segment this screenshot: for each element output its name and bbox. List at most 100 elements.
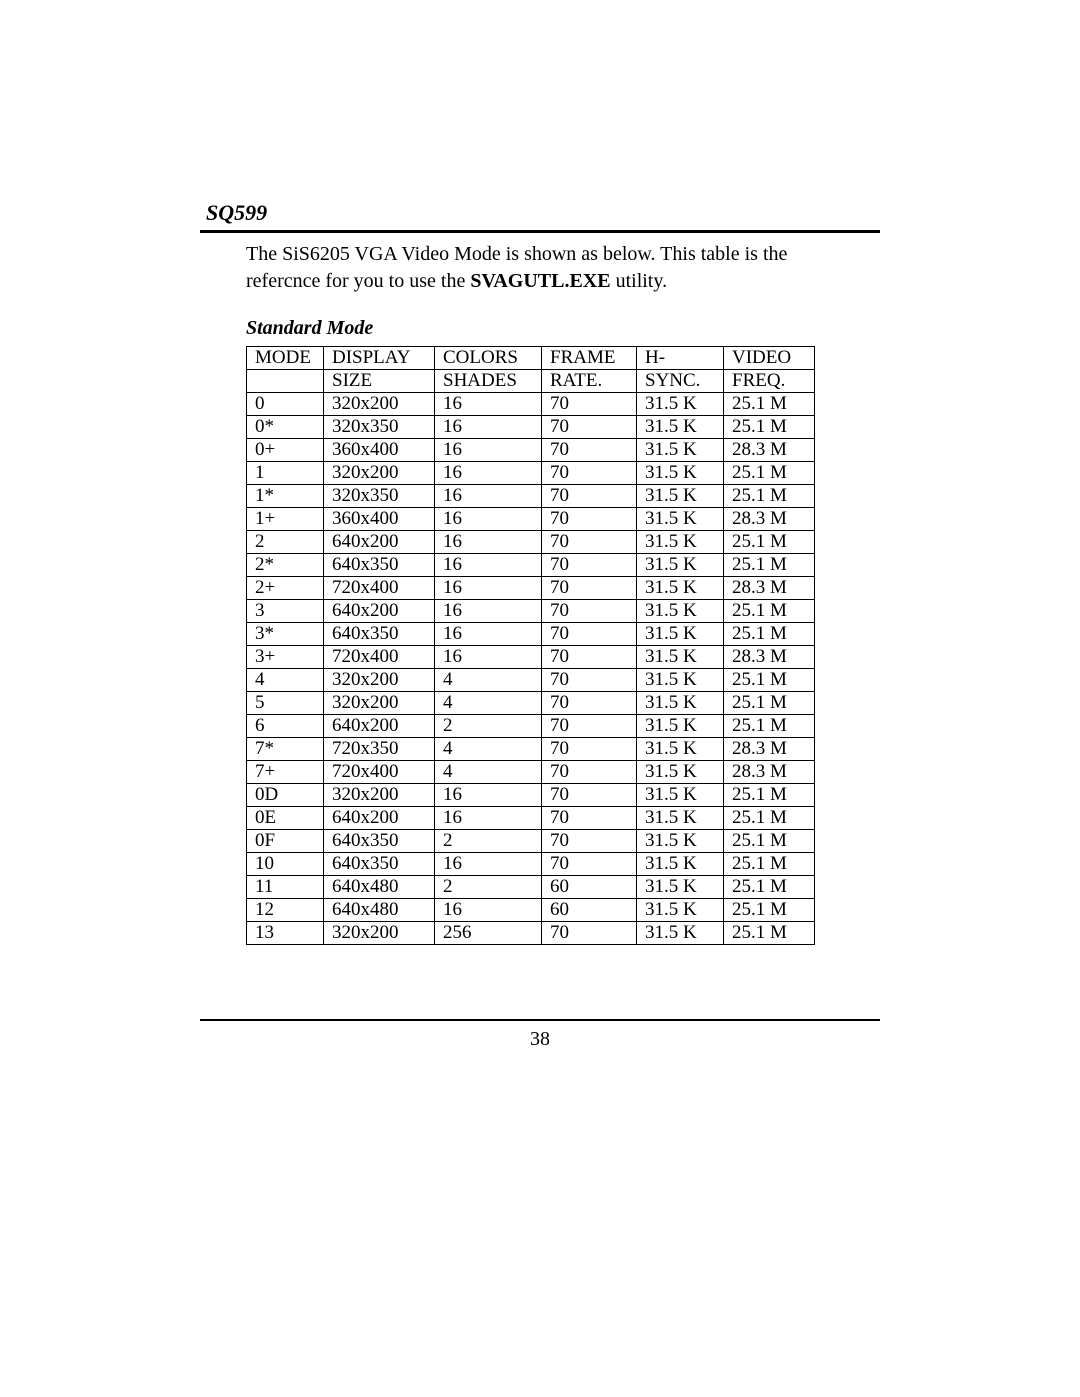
cell-h-sync: 31.5 K xyxy=(637,669,724,692)
cell-colors: 256 xyxy=(435,922,542,945)
cell-frame-rate: 70 xyxy=(542,577,637,600)
cell-mode: 1 xyxy=(247,462,324,485)
cell-frame-rate: 70 xyxy=(542,600,637,623)
cell-display-size: 720x400 xyxy=(324,577,435,600)
header-rule xyxy=(200,230,880,233)
table-body: 0320x200167031.5 K25.1 M0*320x350167031.… xyxy=(247,393,815,945)
cell-video-freq: 25.1 M xyxy=(724,807,815,830)
cell-display-size: 640x350 xyxy=(324,853,435,876)
cell-display-size: 320x200 xyxy=(324,393,435,416)
cell-video-freq: 25.1 M xyxy=(724,922,815,945)
cell-video-freq: 28.3 M xyxy=(724,439,815,462)
cell-mode: 6 xyxy=(247,715,324,738)
col-header-mode: MODE xyxy=(247,347,324,370)
cell-h-sync: 31.5 K xyxy=(637,761,724,784)
cell-video-freq: 25.1 M xyxy=(724,416,815,439)
cell-mode: 2* xyxy=(247,554,324,577)
cell-colors: 16 xyxy=(435,393,542,416)
cell-display-size: 360x400 xyxy=(324,508,435,531)
col-header-frame: FRAME xyxy=(542,347,637,370)
cell-display-size: 640x480 xyxy=(324,899,435,922)
cell-colors: 16 xyxy=(435,508,542,531)
table-row: 13320x2002567031.5 K25.1 M xyxy=(247,922,815,945)
footer-rule xyxy=(200,1019,880,1021)
cell-mode: 7* xyxy=(247,738,324,761)
cell-frame-rate: 70 xyxy=(542,669,637,692)
cell-video-freq: 25.1 M xyxy=(724,485,815,508)
cell-colors: 16 xyxy=(435,623,542,646)
document-header: SQ599 xyxy=(200,200,880,226)
cell-h-sync: 31.5 K xyxy=(637,646,724,669)
table-row: 2+720x400167031.5 K28.3 M xyxy=(247,577,815,600)
table-row: 3*640x350167031.5 K25.1 M xyxy=(247,623,815,646)
cell-mode: 12 xyxy=(247,899,324,922)
cell-display-size: 720x400 xyxy=(324,761,435,784)
cell-display-size: 320x350 xyxy=(324,485,435,508)
cell-h-sync: 31.5 K xyxy=(637,554,724,577)
cell-display-size: 320x200 xyxy=(324,669,435,692)
table-row: 2*640x350167031.5 K25.1 M xyxy=(247,554,815,577)
cell-video-freq: 25.1 M xyxy=(724,853,815,876)
cell-colors: 16 xyxy=(435,784,542,807)
cell-mode: 3* xyxy=(247,623,324,646)
cell-colors: 16 xyxy=(435,554,542,577)
cell-h-sync: 31.5 K xyxy=(637,508,724,531)
table-row: 0*320x350167031.5 K25.1 M xyxy=(247,416,815,439)
cell-h-sync: 31.5 K xyxy=(637,692,724,715)
cell-video-freq: 28.3 M xyxy=(724,577,815,600)
cell-video-freq: 28.3 M xyxy=(724,738,815,761)
cell-colors: 16 xyxy=(435,439,542,462)
cell-colors: 16 xyxy=(435,600,542,623)
table-row: 3640x200167031.5 K25.1 M xyxy=(247,600,815,623)
cell-frame-rate: 70 xyxy=(542,531,637,554)
table-row: 11640x48026031.5 K25.1 M xyxy=(247,876,815,899)
cell-h-sync: 31.5 K xyxy=(637,715,724,738)
cell-mode: 0D xyxy=(247,784,324,807)
cell-display-size: 720x350 xyxy=(324,738,435,761)
cell-mode: 0* xyxy=(247,416,324,439)
cell-frame-rate: 70 xyxy=(542,692,637,715)
cell-h-sync: 31.5 K xyxy=(637,600,724,623)
cell-display-size: 360x400 xyxy=(324,439,435,462)
cell-frame-rate: 70 xyxy=(542,416,637,439)
cell-colors: 4 xyxy=(435,738,542,761)
table-header-row-2: SIZE SHADES RATE. SYNC. FREQ. xyxy=(247,370,815,393)
cell-frame-rate: 70 xyxy=(542,485,637,508)
cell-display-size: 320x350 xyxy=(324,416,435,439)
table-row: 5320x20047031.5 K25.1 M xyxy=(247,692,815,715)
cell-frame-rate: 70 xyxy=(542,853,637,876)
cell-frame-rate: 70 xyxy=(542,830,637,853)
cell-video-freq: 25.1 M xyxy=(724,462,815,485)
table-row: 10640x350167031.5 K25.1 M xyxy=(247,853,815,876)
cell-display-size: 640x350 xyxy=(324,554,435,577)
cell-frame-rate: 60 xyxy=(542,899,637,922)
cell-display-size: 640x200 xyxy=(324,715,435,738)
cell-mode: 5 xyxy=(247,692,324,715)
col-header-colors-2: SHADES xyxy=(435,370,542,393)
cell-video-freq: 25.1 M xyxy=(724,393,815,416)
cell-video-freq: 25.1 M xyxy=(724,531,815,554)
cell-video-freq: 28.3 M xyxy=(724,761,815,784)
col-header-display-2: SIZE xyxy=(324,370,435,393)
col-header-video: VIDEO xyxy=(724,347,815,370)
col-header-video-2: FREQ. xyxy=(724,370,815,393)
cell-colors: 16 xyxy=(435,485,542,508)
cell-h-sync: 31.5 K xyxy=(637,577,724,600)
cell-display-size: 640x200 xyxy=(324,600,435,623)
cell-video-freq: 25.1 M xyxy=(724,623,815,646)
cell-display-size: 640x350 xyxy=(324,623,435,646)
cell-colors: 16 xyxy=(435,577,542,600)
cell-mode: 3+ xyxy=(247,646,324,669)
cell-h-sync: 31.5 K xyxy=(637,531,724,554)
col-header-display: DISPLAY xyxy=(324,347,435,370)
cell-mode: 2 xyxy=(247,531,324,554)
cell-h-sync: 31.5 K xyxy=(637,462,724,485)
cell-frame-rate: 70 xyxy=(542,462,637,485)
table-row: 6640x20027031.5 K25.1 M xyxy=(247,715,815,738)
table-row: 1+360x400167031.5 K28.3 M xyxy=(247,508,815,531)
cell-display-size: 640x480 xyxy=(324,876,435,899)
cell-display-size: 320x200 xyxy=(324,692,435,715)
table-row: 0320x200167031.5 K25.1 M xyxy=(247,393,815,416)
cell-video-freq: 25.1 M xyxy=(724,830,815,853)
cell-video-freq: 28.3 M xyxy=(724,646,815,669)
